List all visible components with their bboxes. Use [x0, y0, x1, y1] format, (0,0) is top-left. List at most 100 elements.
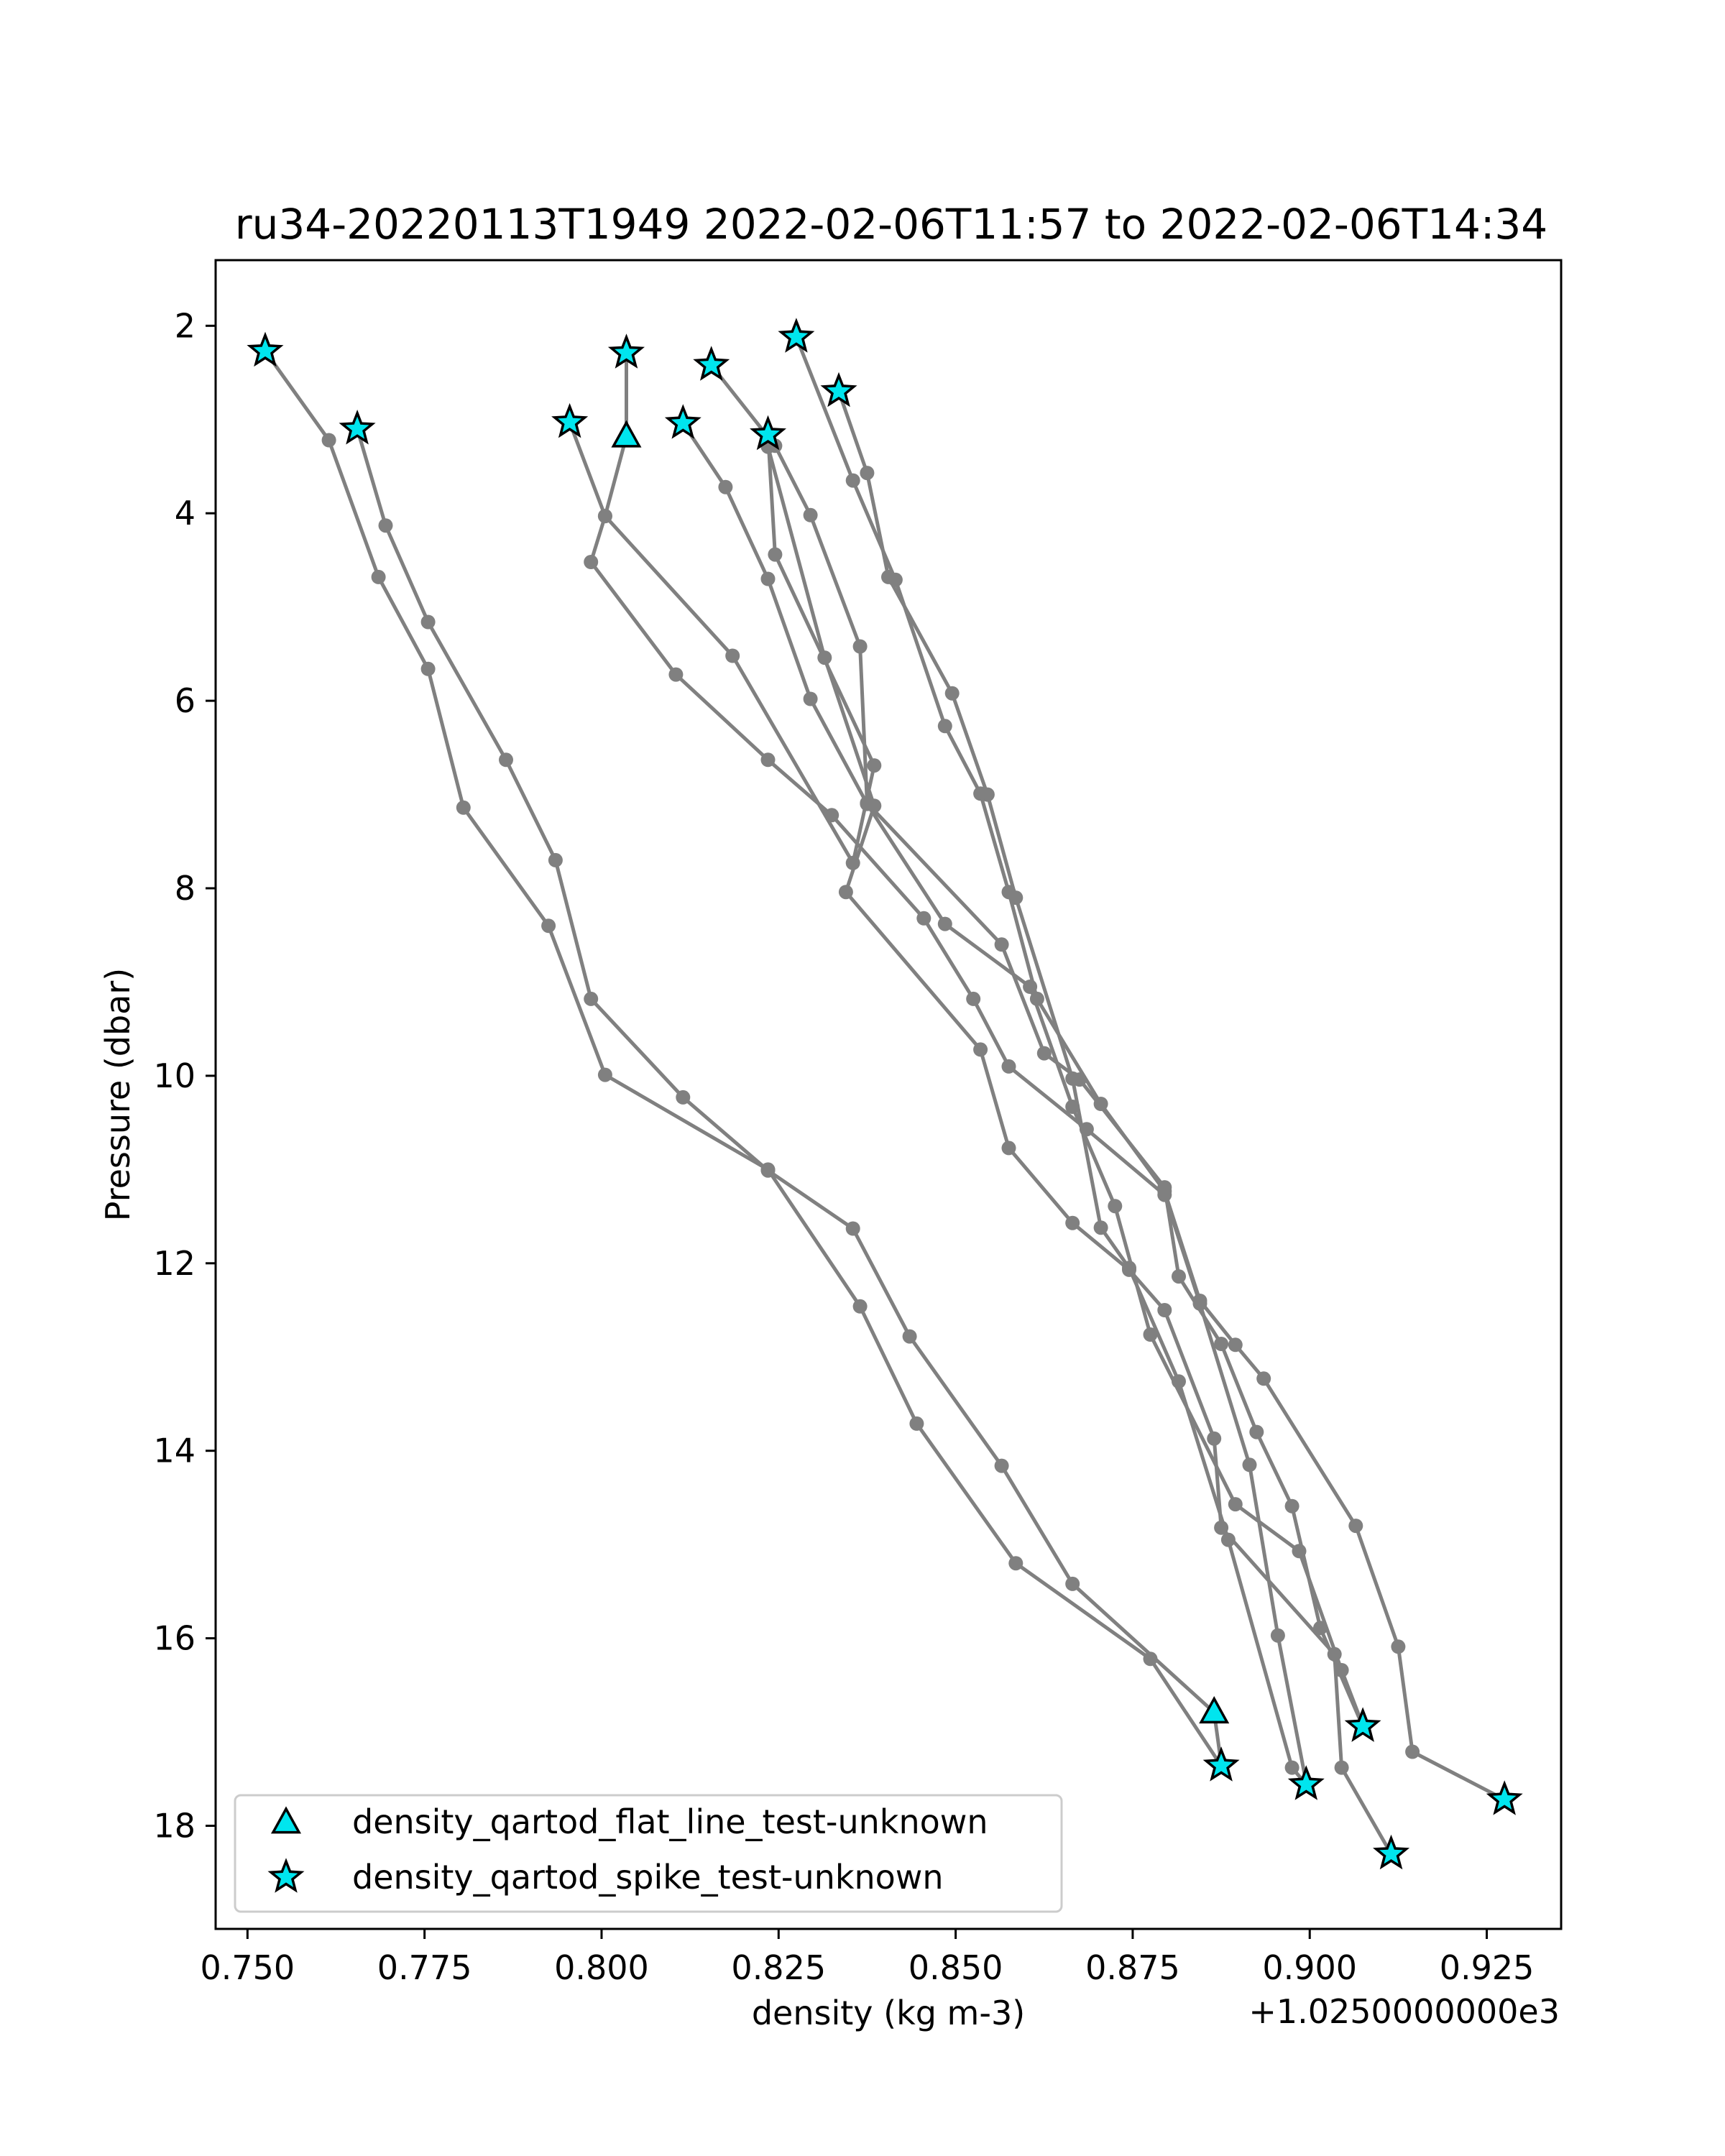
data-point: [1143, 1651, 1158, 1667]
data-point: [541, 918, 556, 934]
data-point: [916, 911, 932, 926]
x-tick-label: 0.825: [731, 1948, 826, 1987]
data-point: [1228, 1497, 1243, 1512]
data-point: [676, 1089, 691, 1105]
data-point: [1334, 1760, 1349, 1775]
data-point: [1093, 1220, 1108, 1235]
x-tick-label: 0.900: [1262, 1948, 1357, 1987]
spike-flag-marker: [1486, 1780, 1523, 1815]
data-point: [867, 798, 882, 814]
data-point: [1249, 1424, 1264, 1439]
series-line-2: [355, 428, 1223, 1764]
data-point: [994, 937, 1009, 952]
spike-flag-marker: [750, 415, 786, 451]
y-tick-label: 12: [153, 1244, 196, 1283]
spike-flag-marker: [247, 331, 284, 367]
flat-line-flag-marker: [1199, 1696, 1230, 1724]
x-axis-offset-label: +1.0250000000e3: [1248, 1992, 1560, 2031]
x-tick-label: 0.875: [1085, 1948, 1180, 1987]
data-point: [973, 1042, 988, 1057]
data-point: [420, 661, 436, 676]
data-point: [966, 991, 981, 1006]
data-point: [760, 1163, 776, 1178]
data-point: [584, 991, 599, 1006]
data-point: [1270, 1628, 1285, 1643]
x-tick-label: 0.925: [1440, 1948, 1535, 1987]
data-point: [852, 639, 868, 654]
chart-title: ru34-20220113T1949 2022-02-06T11:57 to 2…: [235, 200, 1547, 249]
data-point: [1405, 1744, 1420, 1759]
data-point: [597, 1067, 612, 1082]
x-axis-ticks: 0.750 0.775 0.800 0.825 0.850 0.875 0.900 0.925: [200, 1929, 1534, 1987]
data-point: [803, 691, 818, 706]
spike-flag-marker: [551, 402, 589, 438]
data-point: [902, 1329, 917, 1344]
data-point: [944, 686, 960, 701]
series-line-3: [589, 353, 1308, 1783]
legend-triangle-glyph: [270, 1806, 302, 1834]
data-point: [1214, 1520, 1229, 1535]
series-line-9: [794, 336, 1506, 1802]
y-tick-label: 16: [153, 1619, 196, 1658]
data-point: [1065, 1576, 1080, 1591]
data-point: [1284, 1760, 1300, 1775]
data-point: [420, 614, 436, 630]
flat-line-flag-marker: [611, 420, 642, 448]
data-point: [860, 466, 875, 481]
x-tick-label: 0.750: [200, 1948, 295, 1987]
y-tick-label: 6: [175, 681, 196, 720]
data-point: [1327, 1646, 1342, 1662]
data-point: [1029, 991, 1044, 1006]
series-line-5: [681, 422, 1365, 1726]
y-tick-label: 4: [175, 494, 196, 533]
legend-box: [234, 1794, 1063, 1913]
y-axis-label: Pressure (dbar): [98, 968, 137, 1221]
data-point: [803, 507, 818, 522]
data-point: [937, 719, 952, 734]
data-point: [1065, 1100, 1080, 1114]
y-tick-label: 14: [153, 1432, 196, 1470]
spike-flag-marker: [339, 409, 376, 445]
data-point: [838, 885, 853, 900]
data-point: [1256, 1371, 1271, 1386]
data-point: [1108, 1199, 1123, 1214]
data-point: [1242, 1457, 1257, 1473]
spike-flag-marker: [693, 346, 730, 381]
data-point: [1122, 1262, 1136, 1277]
y-tick-label: 2: [175, 306, 196, 345]
data-point: [1036, 1046, 1052, 1061]
data-point: [973, 786, 988, 801]
data-point: [817, 650, 832, 665]
data-point: [1284, 1498, 1300, 1514]
data-point: [867, 758, 882, 773]
data-point: [1313, 1621, 1328, 1636]
data-point: [1220, 1532, 1236, 1547]
x-tick-label: 0.850: [908, 1948, 1003, 1987]
data-point: [994, 1458, 1009, 1473]
y-axis-ticks: 2 4 6 8 10 12 14 16 18: [153, 306, 216, 1846]
series-layer: [258, 330, 1512, 1861]
data-point: [1157, 1184, 1172, 1199]
legend-triangle-marker: [270, 1806, 302, 1834]
legend-star-glyph: [267, 1858, 305, 1893]
data-point: [760, 571, 776, 586]
data-point: [845, 1221, 860, 1236]
data-point: [378, 518, 393, 533]
data-point: [1001, 885, 1016, 900]
x-axis-label: density (kg m-3): [752, 1994, 1025, 2032]
legend-star-marker: [267, 1858, 305, 1893]
data-point: [718, 479, 733, 494]
data-point: [937, 916, 952, 931]
data-point: [597, 509, 612, 524]
spike-flag-marker: [1344, 1707, 1381, 1742]
spike-flag-marker: [664, 404, 702, 439]
y-tick-label: 10: [153, 1056, 196, 1095]
data-point: [725, 648, 740, 663]
data-point: [456, 800, 471, 815]
data-point: [909, 1416, 924, 1431]
legend-label-flat-line: density_qartod_flat_line_test-unknown: [352, 1802, 988, 1841]
data-point: [321, 433, 336, 448]
data-point: [1008, 1556, 1024, 1571]
